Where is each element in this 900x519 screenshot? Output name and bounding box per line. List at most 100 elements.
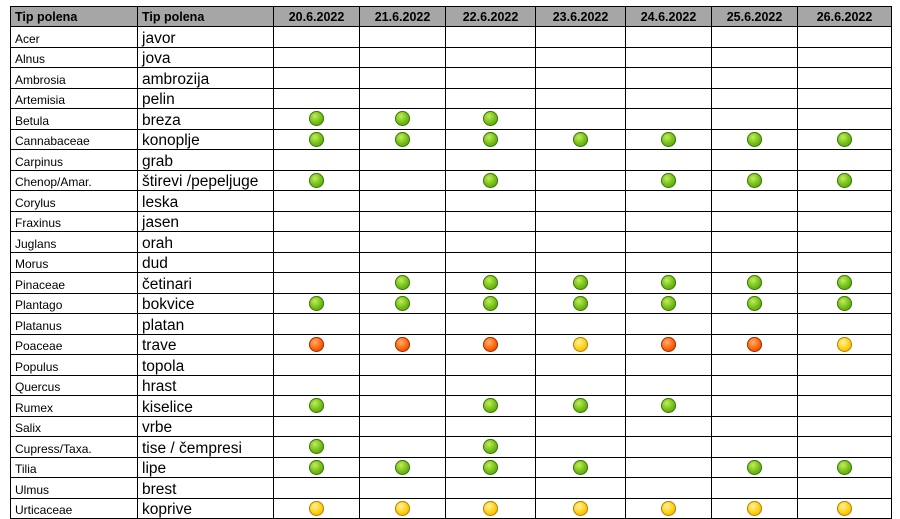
pollen-level-low-indicator bbox=[747, 275, 762, 291]
pollen-level-low-indicator bbox=[395, 131, 410, 147]
pollen-level-cell bbox=[445, 436, 536, 458]
pollen-level-low-indicator bbox=[747, 459, 762, 475]
pollen-local-name: brest bbox=[137, 477, 274, 499]
pollen-level-cell bbox=[359, 436, 446, 458]
pollen-level-cell bbox=[625, 477, 712, 499]
pollen-level-cell bbox=[797, 67, 892, 89]
table-row: Rumex kiselice bbox=[10, 395, 892, 417]
table-row: Cupress/Taxa. tise / čempresi bbox=[10, 436, 892, 458]
pollen-level-cell bbox=[535, 190, 626, 212]
pollen-local-name: breza bbox=[137, 108, 274, 130]
pollen-level-cell bbox=[797, 354, 892, 376]
pollen-level-high-indicator bbox=[661, 336, 676, 352]
table-row: Plantago bokvice bbox=[10, 292, 892, 314]
pollen-level-cell bbox=[535, 251, 626, 273]
pollen-level-low-indicator bbox=[395, 295, 410, 311]
pollen-level-cell bbox=[625, 374, 712, 396]
pollen-level-cell bbox=[535, 456, 626, 478]
pollen-level-cell bbox=[625, 231, 712, 253]
table-row: Quercus hrast bbox=[10, 374, 892, 396]
pollen-level-cell bbox=[445, 190, 536, 212]
pollen-level-cell bbox=[797, 374, 892, 396]
pollen-level-low-indicator bbox=[309, 172, 324, 188]
pollen-level-cell bbox=[535, 108, 626, 130]
pollen-local-name: grab bbox=[137, 149, 274, 171]
pollen-latin-name: Platanus bbox=[10, 313, 138, 335]
pollen-level-cell bbox=[711, 333, 798, 355]
pollen-level-cell bbox=[625, 313, 712, 335]
pollen-level-cell bbox=[359, 477, 446, 499]
pollen-level-cell bbox=[273, 374, 360, 396]
pollen-level-cell bbox=[273, 333, 360, 355]
pollen-level-cell bbox=[359, 169, 446, 191]
pollen-level-cell bbox=[445, 26, 536, 48]
pollen-level-cell bbox=[797, 436, 892, 458]
pollen-level-low-indicator bbox=[309, 111, 324, 127]
pollen-level-cell bbox=[273, 456, 360, 478]
pollen-local-name: jasen bbox=[137, 210, 274, 232]
pollen-level-cell bbox=[273, 497, 360, 519]
pollen-level-cell bbox=[797, 477, 892, 499]
pollen-level-cell bbox=[535, 26, 626, 48]
header-row: Tip polena Tip polena 20.6.2022 21.6.202… bbox=[10, 6, 892, 27]
pollen-level-cell bbox=[711, 67, 798, 89]
pollen-level-cell bbox=[711, 149, 798, 171]
pollen-local-name: topola bbox=[137, 354, 274, 376]
pollen-level-cell bbox=[445, 108, 536, 130]
pollen-latin-name: Tilia bbox=[10, 456, 138, 478]
pollen-level-cell bbox=[359, 456, 446, 478]
pollen-level-cell bbox=[273, 415, 360, 437]
pollen-level-cell bbox=[797, 87, 892, 109]
pollen-level-cell bbox=[445, 395, 536, 417]
pollen-level-cell bbox=[711, 415, 798, 437]
pollen-level-cell bbox=[445, 415, 536, 437]
pollen-level-cell bbox=[625, 395, 712, 417]
pollen-level-cell bbox=[445, 497, 536, 519]
pollen-level-cell bbox=[535, 210, 626, 232]
pollen-level-cell bbox=[445, 149, 536, 171]
pollen-level-low-indicator bbox=[661, 275, 676, 291]
pollen-level-cell bbox=[359, 497, 446, 519]
pollen-level-cell bbox=[273, 395, 360, 417]
pollen-local-name: konoplje bbox=[137, 128, 274, 150]
table-row: Urticaceae koprive bbox=[10, 497, 892, 519]
pollen-level-cell bbox=[273, 292, 360, 314]
pollen-level-cell bbox=[711, 456, 798, 478]
pollen-level-cell bbox=[445, 46, 536, 68]
pollen-level-low-indicator bbox=[483, 459, 498, 475]
pollen-local-name: koprive bbox=[137, 497, 274, 519]
pollen-level-cell bbox=[711, 292, 798, 314]
pollen-latin-name: Juglans bbox=[10, 231, 138, 253]
pollen-level-cell bbox=[625, 415, 712, 437]
pollen-level-cell bbox=[797, 292, 892, 314]
pollen-level-cell bbox=[625, 87, 712, 109]
pollen-level-cell bbox=[797, 210, 892, 232]
pollen-level-cell bbox=[711, 128, 798, 150]
pollen-level-high-indicator bbox=[395, 336, 410, 352]
pollen-level-cell bbox=[445, 128, 536, 150]
pollen-level-cell bbox=[445, 456, 536, 478]
pollen-table-container: Tip polena Tip polena 20.6.2022 21.6.202… bbox=[10, 6, 892, 519]
pollen-level-cell bbox=[625, 456, 712, 478]
pollen-level-cell bbox=[711, 477, 798, 499]
table-row: Salix vrbe bbox=[10, 415, 892, 437]
pollen-level-low-indicator bbox=[573, 398, 588, 414]
pollen-local-name: ambrozija bbox=[137, 67, 274, 89]
pollen-level-cell bbox=[535, 436, 626, 458]
table-row: Carpinus grab bbox=[10, 149, 892, 171]
pollen-level-cell bbox=[273, 231, 360, 253]
pollen-level-cell bbox=[625, 251, 712, 273]
pollen-level-cell bbox=[273, 436, 360, 458]
pollen-level-cell bbox=[359, 67, 446, 89]
header-date: 25.6.2022 bbox=[711, 6, 798, 27]
pollen-level-cell bbox=[625, 190, 712, 212]
pollen-level-cell bbox=[625, 26, 712, 48]
table-row: Poaceae trave bbox=[10, 333, 892, 355]
pollen-level-cell bbox=[711, 374, 798, 396]
pollen-level-cell bbox=[625, 210, 712, 232]
pollen-level-cell bbox=[535, 313, 626, 335]
pollen-level-cell bbox=[359, 395, 446, 417]
pollen-level-cell bbox=[625, 497, 712, 519]
pollen-level-cell bbox=[711, 87, 798, 109]
table-row: Betula breza bbox=[10, 108, 892, 130]
